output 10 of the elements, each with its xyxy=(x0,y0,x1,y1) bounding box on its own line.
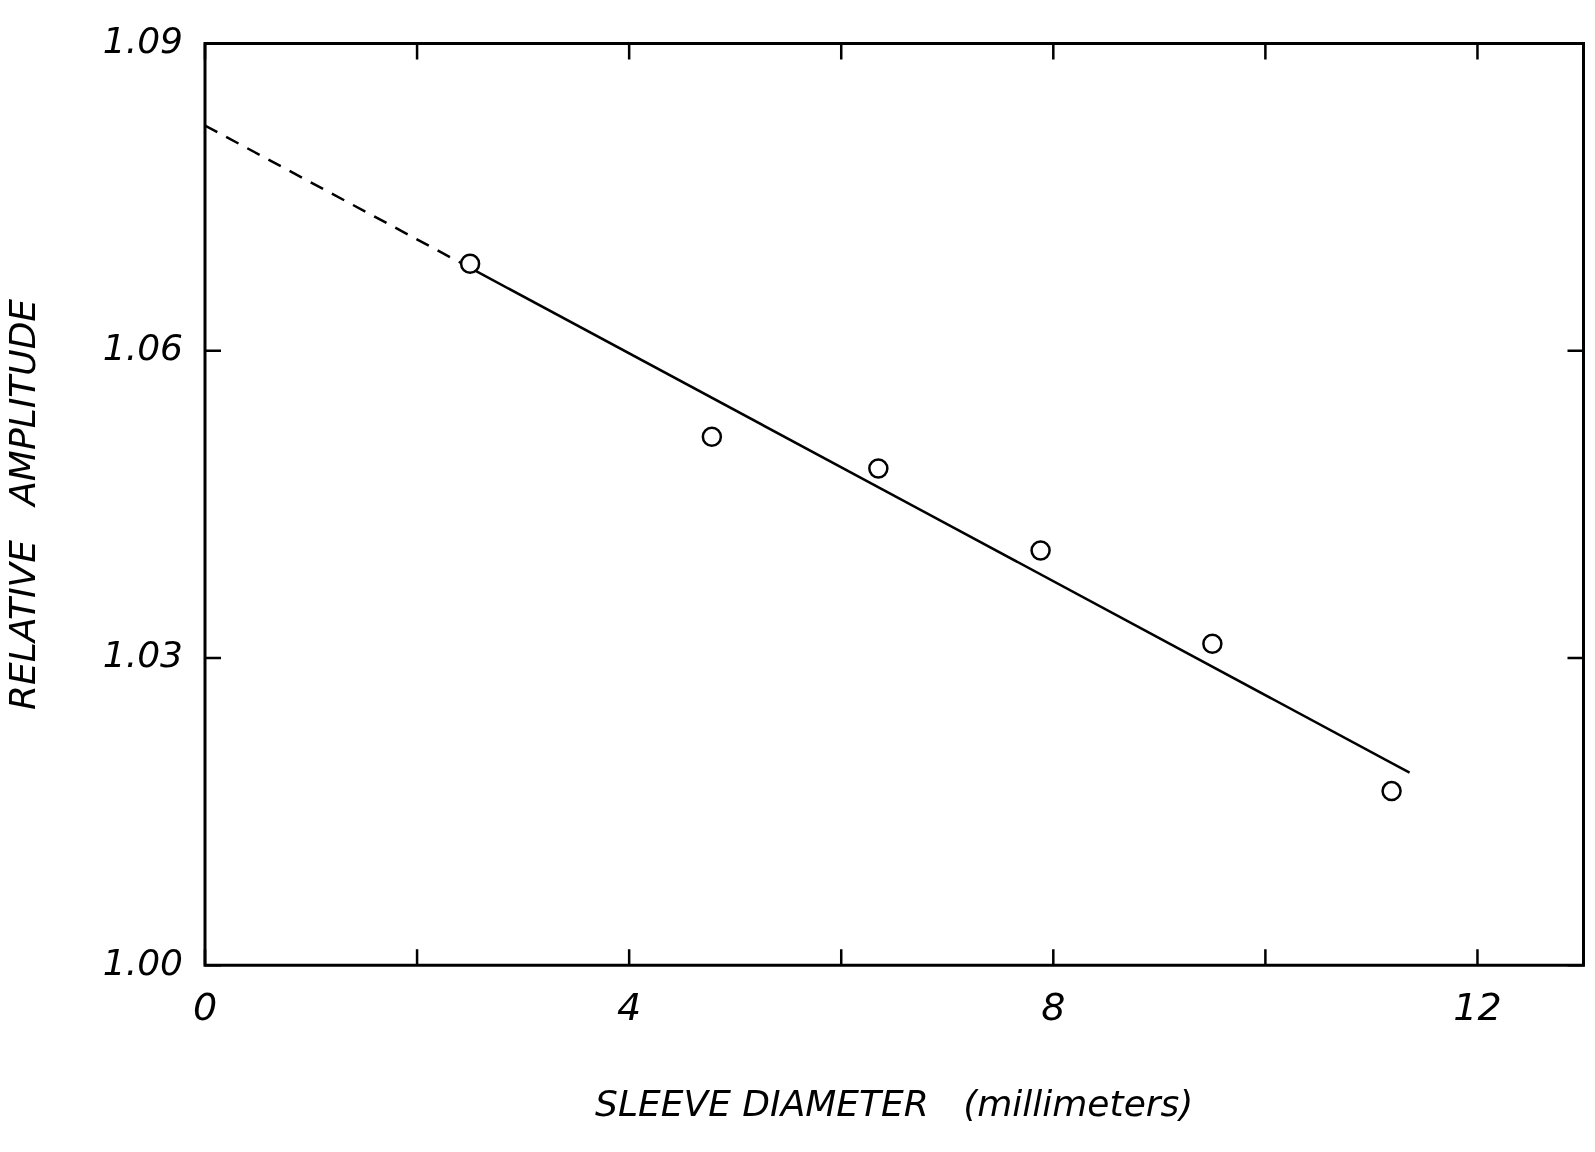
y-tick-label: 1.03 xyxy=(102,634,183,676)
x-tick-label: 8 xyxy=(1041,984,1066,1029)
y-tick-label: 1.09 xyxy=(102,19,183,61)
y-tick-label: 1.00 xyxy=(102,941,183,983)
y-axis-title: RELATIVE AMPLITUDE xyxy=(1,298,43,710)
x-tick-label: 0 xyxy=(192,984,218,1029)
y-tick-label: 1.06 xyxy=(102,327,183,369)
x-tick-label: 4 xyxy=(617,984,642,1029)
x-axis-title: SLEEVE DIAMETER (millimeters) xyxy=(595,1082,1194,1124)
x-tick-label: 12 xyxy=(1453,984,1502,1029)
